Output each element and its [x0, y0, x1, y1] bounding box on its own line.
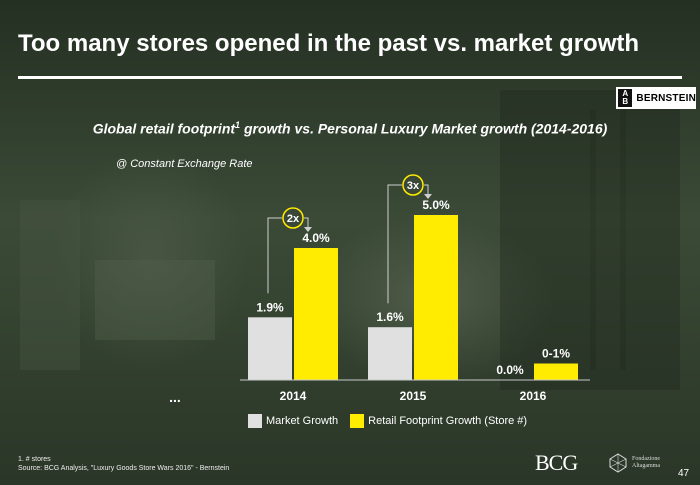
exchange-rate-note: @ Constant Exchange Rate [116, 158, 253, 170]
altagamma-line-1: Fondazione [632, 456, 660, 462]
slide-title: Too many stores opened in the past vs. m… [18, 30, 640, 57]
ratio-bracket-right-2015 [424, 184, 429, 195]
legend-item-market: Market Growth [248, 414, 338, 428]
altagamma-line-2: Altagamma [632, 463, 660, 469]
bernstein-logo: A B BERNSTEIN [616, 87, 696, 109]
data-label-market-2014: 1.9% [256, 300, 284, 314]
subtitle-main: Global retail footprint [92, 120, 236, 137]
x-tick-label-2014: 2014 [280, 389, 307, 403]
ratio-label-2015: 3x [407, 180, 420, 192]
bernstein-text: BERNSTEIN [636, 92, 696, 104]
axis-ellipsis: ... [169, 389, 181, 405]
x-tick-label-2015: 2015 [400, 389, 427, 403]
data-label-retail-2014: 4.0% [302, 231, 330, 245]
bernstein-mark-icon: A B [618, 89, 633, 107]
bernstein-mark-bottom: B [622, 97, 629, 106]
ratio-circle-2015 [402, 174, 424, 196]
title-rule [18, 76, 682, 79]
bar-market-2014 [248, 317, 292, 380]
bar-retail-2015 [414, 215, 458, 380]
altagamma-emblem-icon [609, 453, 627, 473]
legend-swatch-retail [350, 414, 365, 428]
legend-item-retail: Retail Footprint Growth (Store #) [350, 414, 527, 428]
ratio-label-2014: 2x [287, 213, 300, 225]
legend-label-market: Market Growth [266, 415, 339, 427]
bar-market-2015 [368, 327, 412, 380]
chart-legend: Market Growth Retail Footprint Growth (S… [248, 414, 539, 428]
legend-label-retail: Retail Footprint Growth (Store #) [368, 415, 528, 427]
data-label-retail-2015: 5.0% [422, 198, 450, 212]
legend-swatch-market [248, 414, 262, 428]
bcg-logo: BCG [535, 450, 578, 475]
bar-retail-2014 [294, 248, 338, 380]
x-tick-label-2016: 2016 [520, 389, 547, 403]
subtitle-footnote-marker: 1 [235, 120, 241, 130]
footnote-source: Source: BCG Analysis, "Luxury Goods Stor… [18, 465, 230, 472]
page-number: 47 [678, 468, 690, 479]
ratio-bracket-left-2015 [387, 184, 402, 304]
bernstein-mark-top: A [622, 89, 629, 98]
ratio-bracket-right-2014 [304, 217, 309, 228]
altagamma-logo: Fondazione Altagamma [608, 452, 680, 474]
data-label-market-2016: 0.0% [496, 363, 524, 377]
ratio-circle-2014 [282, 207, 304, 229]
subtitle-rest: growth vs. Personal Luxury Market growth… [240, 120, 608, 137]
ratio-bracket-left-2014 [267, 217, 282, 294]
ratio-arrow-head-2014 [304, 227, 312, 232]
ratio-arrow-head-2015 [424, 194, 432, 199]
bar-retail-2016 [534, 363, 578, 380]
chart-subtitle: Global retail footprint1 growth vs. Pers… [0, 120, 700, 137]
footnote: 1. # stores Source: BCG Analysis, "Luxur… [18, 455, 229, 473]
footnote-line-1: 1. # stores [18, 456, 51, 463]
data-label-market-2015: 1.6% [376, 310, 404, 324]
data-label-retail-2016: 0-1% [542, 347, 570, 361]
